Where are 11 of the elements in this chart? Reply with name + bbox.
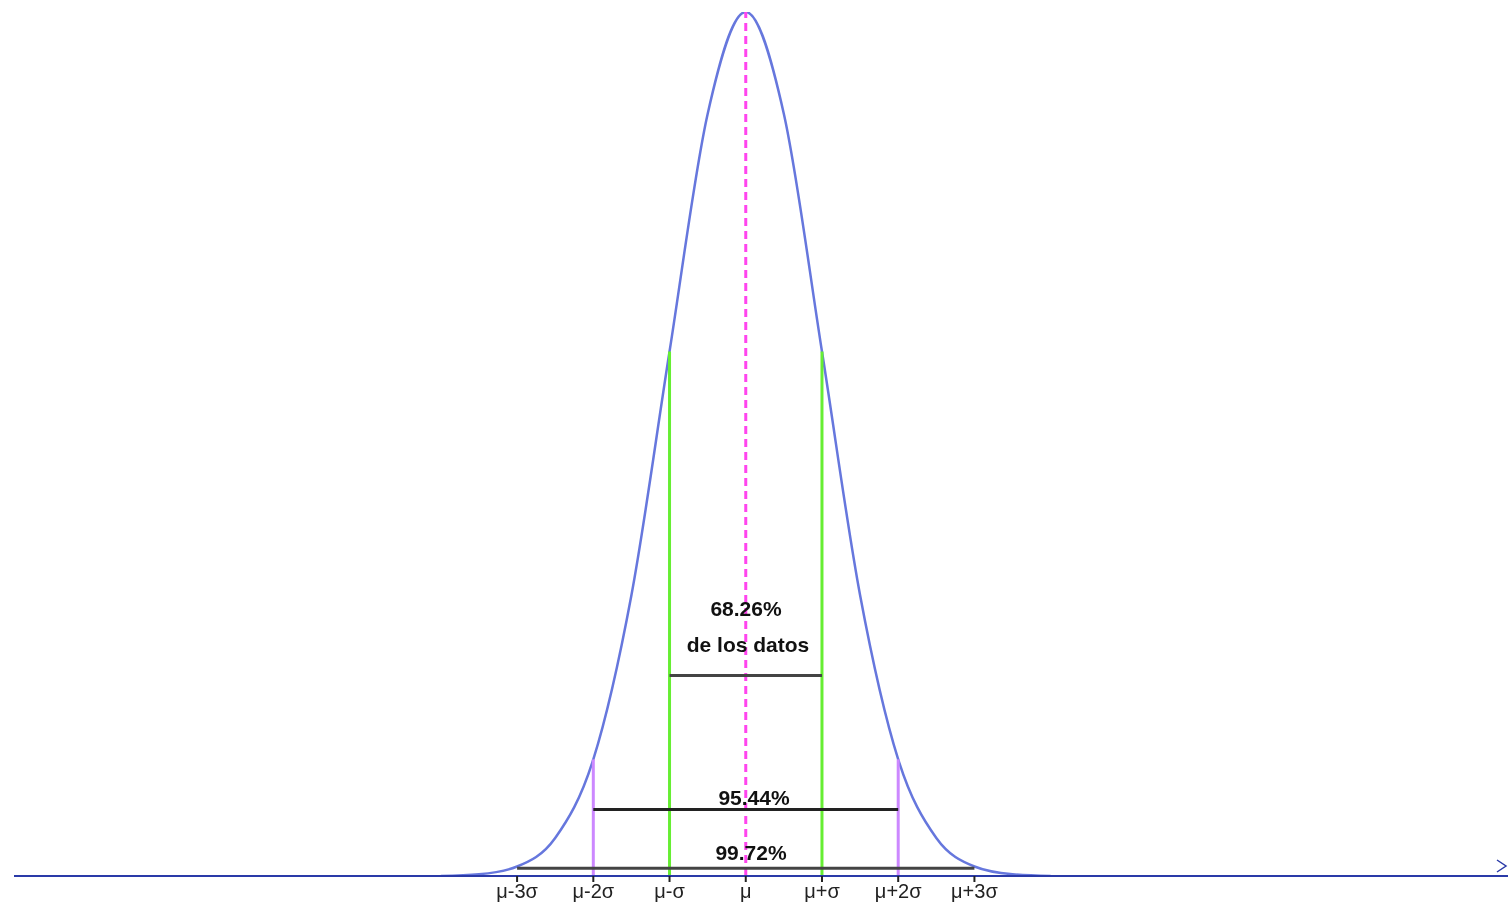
annotation: 99.72%: [714, 840, 788, 866]
x-tick-label: μ: [739, 880, 752, 903]
annotation: 95.44%: [717, 785, 791, 811]
x-tick-label: μ-σ: [654, 880, 686, 903]
x-tick-label: μ+σ: [804, 880, 841, 903]
annotation: de los datos: [685, 632, 811, 658]
x-tick-label: μ+3σ: [951, 880, 999, 903]
x-tick-label: μ-2σ: [572, 880, 615, 903]
annotation: 68.26%: [709, 596, 783, 622]
x-tick-label: μ+2σ: [874, 880, 923, 903]
x-tick-label: μ-3σ: [496, 880, 539, 903]
